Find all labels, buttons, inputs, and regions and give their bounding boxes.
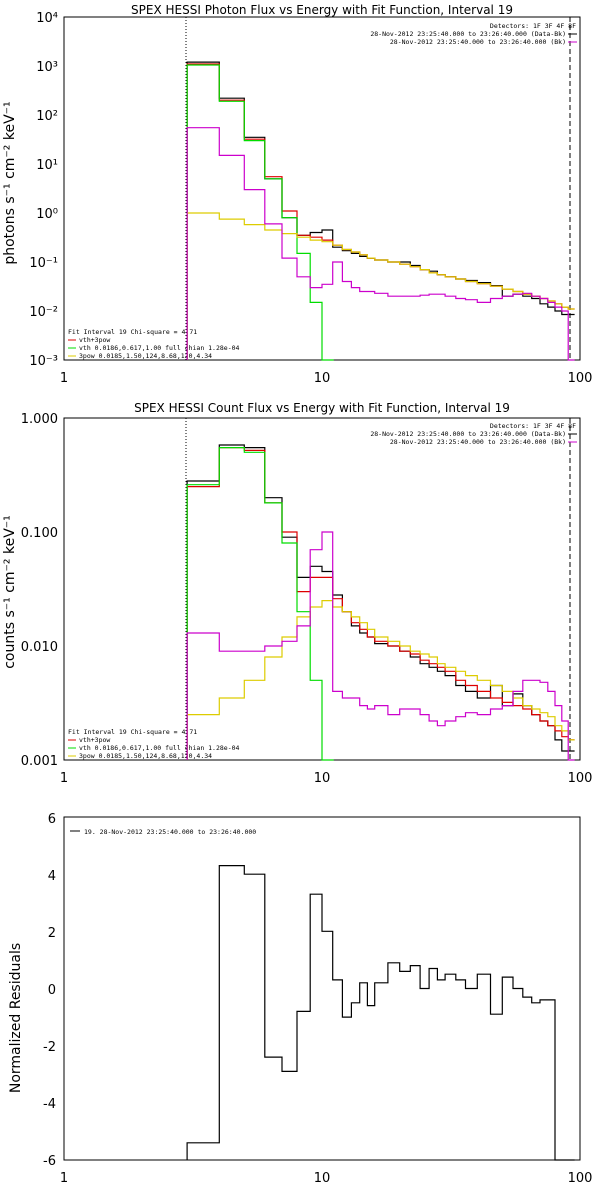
count-panel-title: SPEX HESSI Count Flux vs Energy with Fit… [134, 401, 510, 415]
count-legend-vth: vth 0.0186,0.617,1.00 full chian 1.28e-0… [79, 744, 240, 752]
photon-legend-3pow: 3pow 0.0185,1.50,124,8.68,120,4.34 [79, 352, 212, 360]
residuals-x-tick-10: 10 [314, 1171, 331, 1186]
photon-x-tick-100: 100 [568, 371, 593, 386]
count-x-tick-10: 10 [314, 771, 331, 786]
count-background [186, 531, 575, 761]
count-detectors-text: Detectors: 1F 3F 4F 8F [490, 422, 576, 430]
photon-y-tick-0: 10⁻³ [29, 354, 58, 369]
count-y-tick-1: 0.010 [21, 640, 58, 655]
residuals-y-tick-2: -2 [43, 1040, 56, 1055]
count-y-axis-label: counts s⁻¹ cm⁻² keV⁻¹ [2, 515, 18, 669]
photon-y-tick-2: 10⁻¹ [29, 256, 58, 271]
series-layer [186, 61, 575, 1161]
photon-legend-model: vth+3pow [79, 336, 110, 344]
residuals-panel: Normalized Residuals 1 10 100 -6 -4 -2 0… [8, 812, 592, 1186]
photon-fit-info: Fit Interval 19 Chi-square = 4.71 [68, 328, 197, 336]
count-y-tick-2: 0.100 [21, 526, 58, 541]
count-bk-interval-text: 28-Nov-2012 23:25:40.000 to 23:26:40.000… [390, 438, 566, 446]
count-x-tick-1: 1 [60, 771, 68, 786]
count-y-tick-3: 1.000 [21, 412, 58, 427]
count-legend-3pow: 3pow 0.0185,1.50,124,8.68,120,4.34 [79, 752, 212, 760]
residuals-residuals-series [186, 865, 575, 1161]
photon-y-axis-label: photons s⁻¹ cm⁻² keV⁻¹ [2, 101, 18, 264]
count-axes: 1 10 100 0.001 0.010 0.100 1.000 [21, 412, 593, 786]
residuals-x-tick-1: 1 [60, 1171, 68, 1186]
residuals-y-tick-1: -4 [43, 1097, 56, 1112]
residuals-axes: 1 10 100 -6 -4 -2 0 2 4 6 [43, 812, 592, 1186]
count-data-interval-text: 28-Nov-2012 23:25:40.000 to 23:26:40.000… [370, 430, 566, 438]
photon-info-box: Detectors: 1F 3F 4F 8F 28-Nov-2012 23:25… [370, 22, 577, 46]
count-fit-info: Fit Interval 19 Chi-square = 4.71 [68, 728, 197, 736]
photon-bk-interval-text: 28-Nov-2012 23:25:40.000 to 23:26:40.000… [390, 38, 566, 46]
residuals-legend-label: 19. 28-Nov-2012 23:25:40.000 to 23:26:40… [84, 828, 256, 836]
photon-background [186, 127, 575, 361]
residuals-y-tick-5: 4 [48, 869, 56, 884]
photon-flux-panel: SPEX HESSI Photon Flux vs Energy with Fi… [2, 3, 592, 386]
photon-legend: Fit Interval 19 Chi-square = 4.71 vth+3p… [68, 328, 240, 360]
count-powerlaw-component [186, 600, 575, 760]
photon-y-tick-5: 10² [36, 109, 58, 124]
photon-thermal-component [186, 64, 334, 361]
residuals-plot-frame [63, 816, 581, 1161]
photon-y-tick-4: 10¹ [36, 158, 58, 173]
count-legend-model: vth+3pow [79, 736, 110, 744]
count-y-tick-0: 0.001 [21, 754, 58, 769]
photon-y-tick-7: 10⁴ [36, 11, 58, 26]
photon-detectors-text: Detectors: 1F 3F 4F 8F [490, 22, 576, 30]
count-thermal-component [186, 447, 334, 761]
photon-axes: 1 10 100 10⁻³ 10⁻² 10⁻¹ 10⁰ 10¹ 10² 10³ … [29, 11, 592, 386]
photon-y-tick-1: 10⁻² [29, 305, 58, 320]
residuals-y-tick-0: -6 [43, 1154, 56, 1169]
count-info-box: Detectors: 1F 3F 4F 8F 28-Nov-2012 23:25… [370, 422, 577, 446]
count-total-fit [186, 447, 575, 760]
count-x-tick-100: 100 [568, 771, 593, 786]
residuals-legend: 19. 28-Nov-2012 23:25:40.000 to 23:26:40… [70, 828, 256, 836]
photon-y-tick-6: 10³ [36, 60, 58, 75]
residuals-y-tick-6: 6 [48, 812, 56, 827]
residuals-y-tick-4: 2 [48, 926, 56, 941]
photon-panel-title: SPEX HESSI Photon Flux vs Energy with Fi… [131, 3, 513, 17]
photon-legend-vth: vth 0.0186,0.617,1.00 full chian 1.28e-0… [79, 344, 240, 352]
photon-x-tick-1: 1 [60, 371, 68, 386]
residuals-y-axis-label: Normalized Residuals [8, 943, 24, 1093]
count-flux-panel: SPEX HESSI Count Flux vs Energy with Fit… [2, 401, 592, 786]
count-legend: Fit Interval 19 Chi-square = 4.71 vth+3p… [68, 728, 240, 760]
photon-x-tick-10: 10 [314, 371, 331, 386]
residuals-y-tick-3: 0 [48, 983, 56, 998]
residuals-x-tick-100: 100 [568, 1171, 593, 1186]
photon-y-tick-3: 10⁰ [36, 207, 58, 222]
photon-data-interval-text: 28-Nov-2012 23:25:40.000 to 23:26:40.000… [370, 30, 566, 38]
